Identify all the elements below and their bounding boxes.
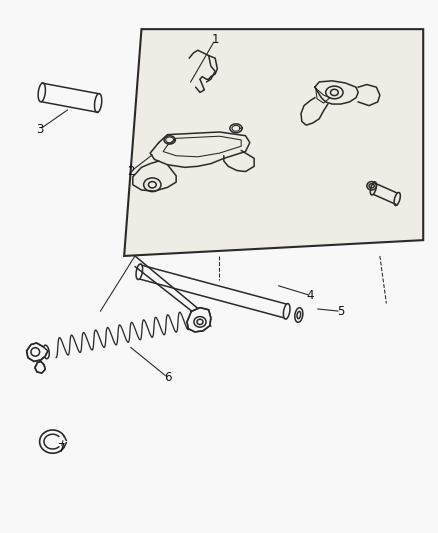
Ellipse shape — [197, 319, 202, 325]
Text: 2: 2 — [127, 165, 134, 178]
Ellipse shape — [43, 345, 49, 359]
Ellipse shape — [283, 304, 290, 319]
Text: 4: 4 — [306, 289, 314, 302]
Text: 1: 1 — [211, 33, 219, 46]
Ellipse shape — [294, 308, 302, 322]
Ellipse shape — [194, 317, 205, 327]
Ellipse shape — [297, 311, 300, 319]
Ellipse shape — [136, 264, 142, 279]
Text: 3: 3 — [36, 123, 43, 136]
Polygon shape — [187, 308, 210, 332]
Text: 5: 5 — [336, 305, 344, 318]
Polygon shape — [35, 361, 45, 373]
Polygon shape — [124, 29, 422, 256]
Text: 7: 7 — [57, 442, 65, 455]
Text: 6: 6 — [163, 371, 171, 384]
Polygon shape — [27, 343, 48, 361]
Ellipse shape — [31, 348, 39, 356]
